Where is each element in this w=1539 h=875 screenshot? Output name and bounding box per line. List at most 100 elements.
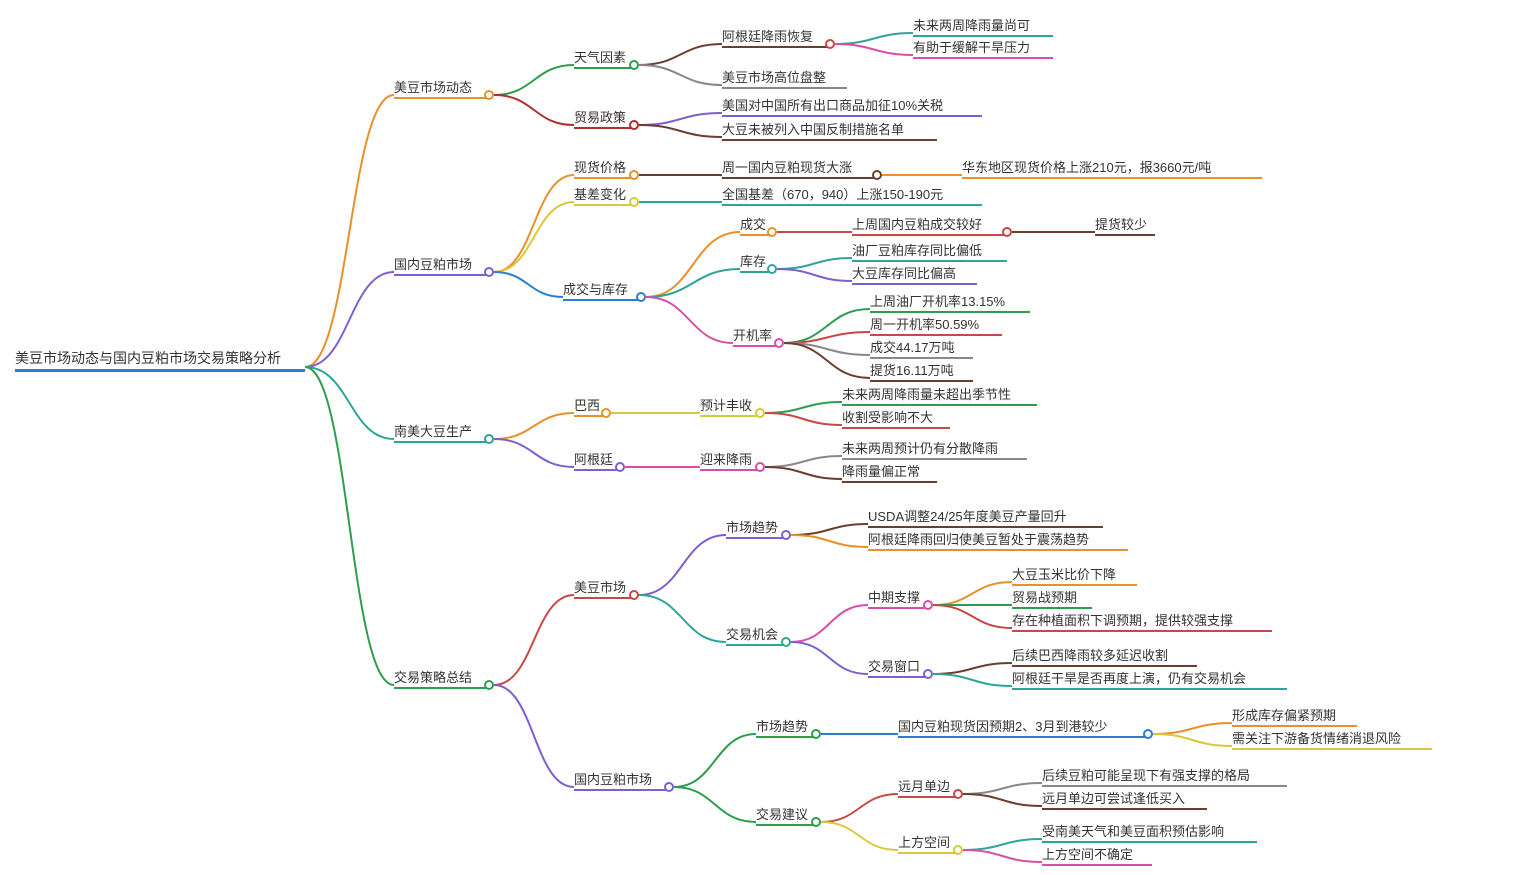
- mindmap-edge: [305, 272, 394, 367]
- mindmap-node: 需关注下游备货情绪消退风险: [1232, 728, 1432, 750]
- node-dot-icon: [629, 170, 639, 180]
- mindmap-node: 未来两周降雨量尚可: [913, 15, 1053, 37]
- node-dot-icon: [755, 462, 765, 472]
- mindmap-edge: [1153, 734, 1232, 746]
- mindmap-edge: [963, 850, 1042, 862]
- mindmap-edge: [963, 783, 1042, 794]
- mindmap-node: 阿根廷降雨恢复: [722, 26, 830, 48]
- node-dot-icon: [484, 434, 494, 444]
- node-dot-icon: [953, 845, 963, 855]
- mindmap-edge: [639, 44, 722, 65]
- mindmap-node: 上方空间: [898, 832, 958, 854]
- node-dot-icon: [629, 590, 639, 600]
- mindmap-node: 国内豆粕市场: [394, 254, 489, 276]
- node-dot-icon: [781, 637, 791, 647]
- mindmap-node: 收割受影响不大: [842, 407, 950, 429]
- mindmap-edge: [821, 794, 898, 822]
- mindmap-edge: [305, 367, 394, 685]
- mindmap-node: 未来两周降雨量未超出季节性: [842, 384, 1037, 406]
- mindmap-node: 天气因素: [574, 47, 634, 69]
- mindmap-node: 大豆未被列入中国反制措施名单: [722, 119, 937, 141]
- mindmap-node: 全国基差（670，940）上涨150-190元: [722, 184, 982, 206]
- mindmap-edge: [639, 125, 722, 137]
- mindmap-edge: [305, 95, 394, 367]
- node-dot-icon: [872, 170, 882, 180]
- mindmap-edge: [821, 822, 898, 850]
- mindmap-edge: [933, 605, 1012, 628]
- mindmap-node: 美豆市场动态与国内豆粕市场交易策略分析: [15, 348, 305, 372]
- mindmap-edge: [765, 413, 842, 425]
- mindmap-edge: [777, 258, 852, 269]
- mindmap-node: 国内豆粕市场: [574, 769, 669, 791]
- mindmap-edge: [963, 794, 1042, 806]
- mindmap-node: 上方空间不确定: [1042, 844, 1152, 866]
- mindmap-edge: [494, 202, 574, 272]
- mindmap-node: 美豆市场动态: [394, 77, 489, 99]
- mindmap-edge: [777, 269, 852, 281]
- mindmap-node: 提货较少: [1095, 214, 1155, 236]
- mindmap-node: 美豆市场高位盘整: [722, 67, 847, 89]
- node-dot-icon: [484, 267, 494, 277]
- node-dot-icon: [664, 782, 674, 792]
- mindmap-node: 远月单边可尝试逢低买入: [1042, 788, 1207, 810]
- mindmap-edge: [639, 535, 726, 595]
- node-dot-icon: [629, 197, 639, 207]
- mindmap-edge: [494, 595, 574, 685]
- node-dot-icon: [601, 408, 611, 418]
- mindmap-node: 开机率: [733, 325, 779, 347]
- mindmap-node: 迎来降雨: [700, 449, 760, 471]
- mindmap-node: 南美大豆生产: [394, 421, 489, 443]
- mindmap-node: 上周国内豆粕成交较好: [852, 214, 1007, 236]
- mindmap-node: 预计丰收: [700, 395, 760, 417]
- node-dot-icon: [629, 60, 639, 70]
- mindmap-edge: [791, 535, 868, 547]
- node-dot-icon: [1002, 227, 1012, 237]
- mindmap-node: 后续豆粕可能呈现下有强支撑的格局: [1042, 765, 1287, 787]
- mindmap-edge: [646, 269, 740, 297]
- mindmap-edge: [765, 456, 842, 467]
- mindmap-edge: [933, 663, 1012, 674]
- mindmap-node: 成交44.17万吨: [870, 337, 973, 359]
- mindmap-edge: [639, 595, 726, 642]
- mindmap-node: 美豆市场: [574, 577, 634, 599]
- mindmap-node: 周一开机率50.59%: [870, 314, 1002, 336]
- mindmap-node: 上周油厂开机率13.15%: [870, 291, 1030, 313]
- node-dot-icon: [774, 338, 784, 348]
- mindmap-node: 交易建议: [756, 804, 816, 826]
- mindmap-node: 大豆玉米比价下降: [1012, 564, 1137, 586]
- mindmap-node: USDA调整24/25年度美豆产量回升: [868, 506, 1103, 528]
- node-dot-icon: [615, 462, 625, 472]
- mindmap-node: 贸易战预期: [1012, 587, 1092, 609]
- mindmap-node: 后续巴西降雨较多延迟收割: [1012, 645, 1197, 667]
- mindmap-edge: [1153, 723, 1232, 734]
- mindmap-node: 交易机会: [726, 624, 786, 646]
- mindmap-node: 贸易政策: [574, 107, 634, 129]
- mindmap-node: 国内豆粕现货因预期2、3月到港较少: [898, 716, 1148, 738]
- mindmap-edge: [963, 839, 1042, 850]
- node-dot-icon: [781, 530, 791, 540]
- mindmap-node: 中期支撑: [868, 587, 928, 609]
- mindmap-node: 阿根廷: [574, 449, 620, 471]
- mindmap-edge: [791, 642, 868, 674]
- mindmap-edge: [791, 524, 868, 535]
- mindmap-edge: [646, 232, 740, 297]
- mindmap-node: 提货16.11万吨: [870, 360, 973, 382]
- mindmap-edge: [639, 65, 722, 85]
- node-dot-icon: [484, 90, 494, 100]
- mindmap-node: 降雨量偏正常: [842, 461, 937, 483]
- mindmap-edge: [494, 95, 574, 125]
- mindmap-node: 交易窗口: [868, 656, 928, 678]
- mindmap-node: 油厂豆粕库存同比偏低: [852, 240, 1007, 262]
- mindmap-edge: [674, 787, 756, 822]
- node-dot-icon: [629, 120, 639, 130]
- mindmap-edge: [494, 439, 574, 467]
- node-dot-icon: [811, 729, 821, 739]
- mindmap-node: 远月单边: [898, 776, 958, 798]
- mindmap-edge: [933, 582, 1012, 605]
- mindmap-node: 美国对中国所有出口商品加征10%关税: [722, 95, 982, 117]
- mindmap-edge: [646, 297, 733, 343]
- mindmap-edge: [494, 413, 574, 439]
- mindmap-edge: [835, 44, 913, 55]
- mindmap-node: 华东地区现货价格上涨210元，报3660元/吨: [962, 157, 1262, 179]
- node-dot-icon: [923, 600, 933, 610]
